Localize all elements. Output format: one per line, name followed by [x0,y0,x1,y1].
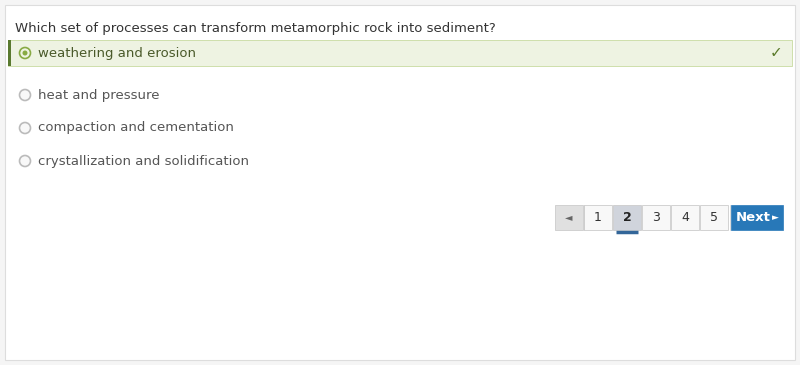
Text: 5: 5 [710,211,718,224]
Text: 4: 4 [681,211,689,224]
FancyBboxPatch shape [584,205,612,230]
Circle shape [22,50,27,55]
Text: ◄: ◄ [566,212,573,223]
Text: Which set of processes can transform metamorphic rock into sediment?: Which set of processes can transform met… [15,22,496,35]
Text: Next: Next [735,211,770,224]
FancyBboxPatch shape [700,205,728,230]
FancyBboxPatch shape [671,205,699,230]
Text: 3: 3 [652,211,660,224]
FancyBboxPatch shape [555,205,583,230]
Text: ✓: ✓ [770,46,782,61]
Circle shape [19,123,30,134]
FancyBboxPatch shape [8,40,11,66]
FancyBboxPatch shape [642,205,670,230]
Text: 1: 1 [594,211,602,224]
Circle shape [19,89,30,100]
FancyBboxPatch shape [613,205,641,230]
FancyBboxPatch shape [731,205,783,230]
Circle shape [19,155,30,166]
Text: compaction and cementation: compaction and cementation [38,122,234,134]
Text: weathering and erosion: weathering and erosion [38,46,196,59]
Text: crystallization and solidification: crystallization and solidification [38,154,249,168]
Text: ►: ► [771,213,778,222]
FancyBboxPatch shape [5,5,795,360]
FancyBboxPatch shape [8,40,792,66]
Text: heat and pressure: heat and pressure [38,88,159,101]
Text: 2: 2 [622,211,631,224]
